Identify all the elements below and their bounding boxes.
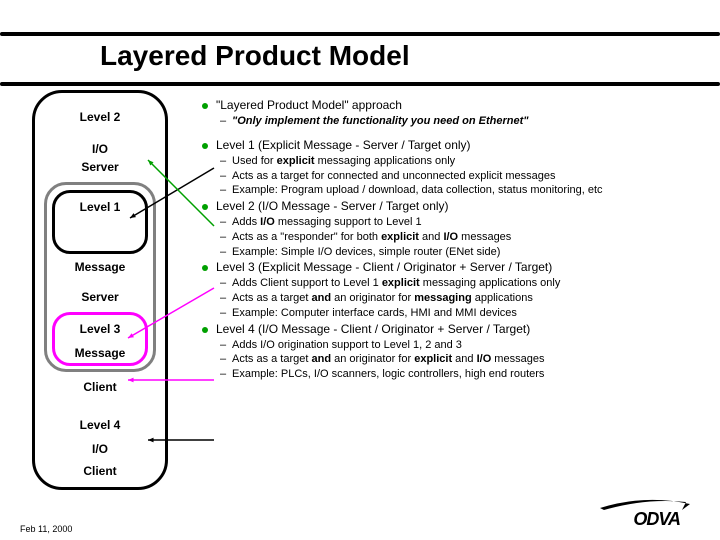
layer-diagram: Level 2 I/O Server Level 1 Message Serve…: [20, 90, 180, 510]
label-message1: Message: [20, 260, 180, 274]
label-level3: Level 3: [20, 322, 180, 336]
label-level2: Level 2: [20, 110, 180, 124]
label-server: Server: [20, 160, 180, 174]
bullet-level2: Example: PLCs, I/O scanners, logic contr…: [200, 368, 710, 382]
label-client2: Client: [20, 464, 180, 478]
label-client: Client: [20, 380, 180, 394]
bullet-level2: Acts as a target for connected and uncon…: [200, 170, 710, 184]
slide-background: Layered Product Model Level 2 I/O Server…: [0, 0, 720, 540]
bullet-level2: Adds I/O origination support to Level 1,…: [200, 339, 710, 353]
bullet-level1: "Layered Product Model" approach: [200, 98, 710, 113]
label-server2: Server: [20, 290, 180, 304]
bullet-level1: Level 3 (Explicit Message - Client / Ori…: [200, 260, 710, 275]
top-band: [0, 32, 720, 36]
bullet-level2: Acts as a target and an originator for m…: [200, 292, 710, 306]
bullet-level1: Level 4 (I/O Message - Client / Originat…: [200, 322, 710, 337]
bullet-level2: Used for explicit messaging applications…: [200, 155, 710, 169]
bullet-content: "Layered Product Model" approach "Only im…: [200, 98, 710, 383]
label-io2: I/O: [20, 442, 180, 456]
bullet-level2: Adds Client support to Level 1 explicit …: [200, 277, 710, 291]
bullet-level2: Example: Computer interface cards, HMI a…: [200, 307, 710, 321]
label-message2: Message: [20, 346, 180, 360]
label-level1: Level 1: [20, 200, 180, 214]
odva-logo: ODVA: [633, 509, 680, 530]
bullet-level2: "Only implement the functionality you ne…: [200, 115, 710, 129]
title-underline: [0, 82, 720, 86]
bullet-level2: Adds I/O messaging support to Level 1: [200, 216, 710, 230]
bullet-level2: Acts as a target and an originator for e…: [200, 353, 710, 367]
bullet-level2: Example: Program upload / download, data…: [200, 184, 710, 198]
footer-date: Feb 11, 2000: [20, 524, 72, 534]
bullet-level2: Acts as a "responder" for both explicit …: [200, 231, 710, 245]
label-level4: Level 4: [20, 418, 180, 432]
bullet-level1: Level 2 (I/O Message - Server / Target o…: [200, 199, 710, 214]
slide-title: Layered Product Model: [100, 40, 410, 72]
bullet-level2: Example: Simple I/O devices, simple rout…: [200, 246, 710, 260]
label-io: I/O: [20, 142, 180, 156]
bullet-level1: Level 1 (Explicit Message - Server / Tar…: [200, 138, 710, 153]
